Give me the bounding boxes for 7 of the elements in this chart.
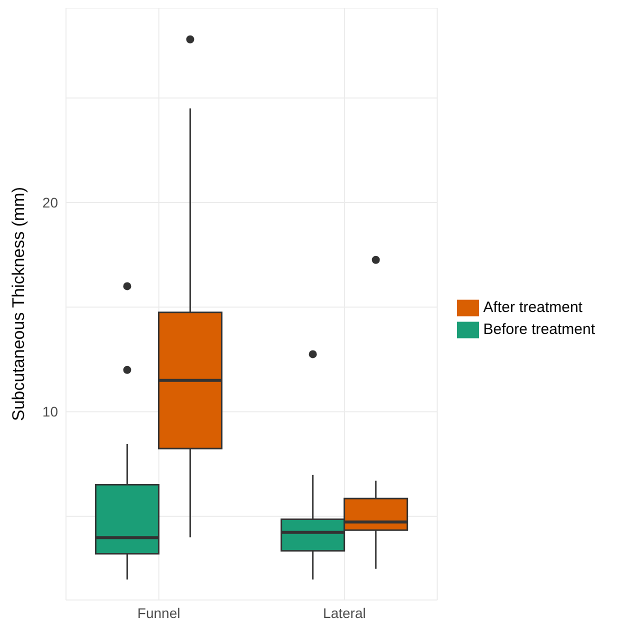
x-tick-label: Funnel — [137, 604, 180, 621]
y-tick-label: 10 — [42, 404, 58, 420]
legend-label: After treatment — [483, 299, 582, 316]
y-tick-label: 20 — [42, 194, 58, 211]
legend-label: Before treatment — [483, 321, 595, 338]
x-tick-label: Lateral — [323, 604, 366, 621]
y-axis-title: Subcutaneous Thickness (mm) — [9, 186, 28, 422]
